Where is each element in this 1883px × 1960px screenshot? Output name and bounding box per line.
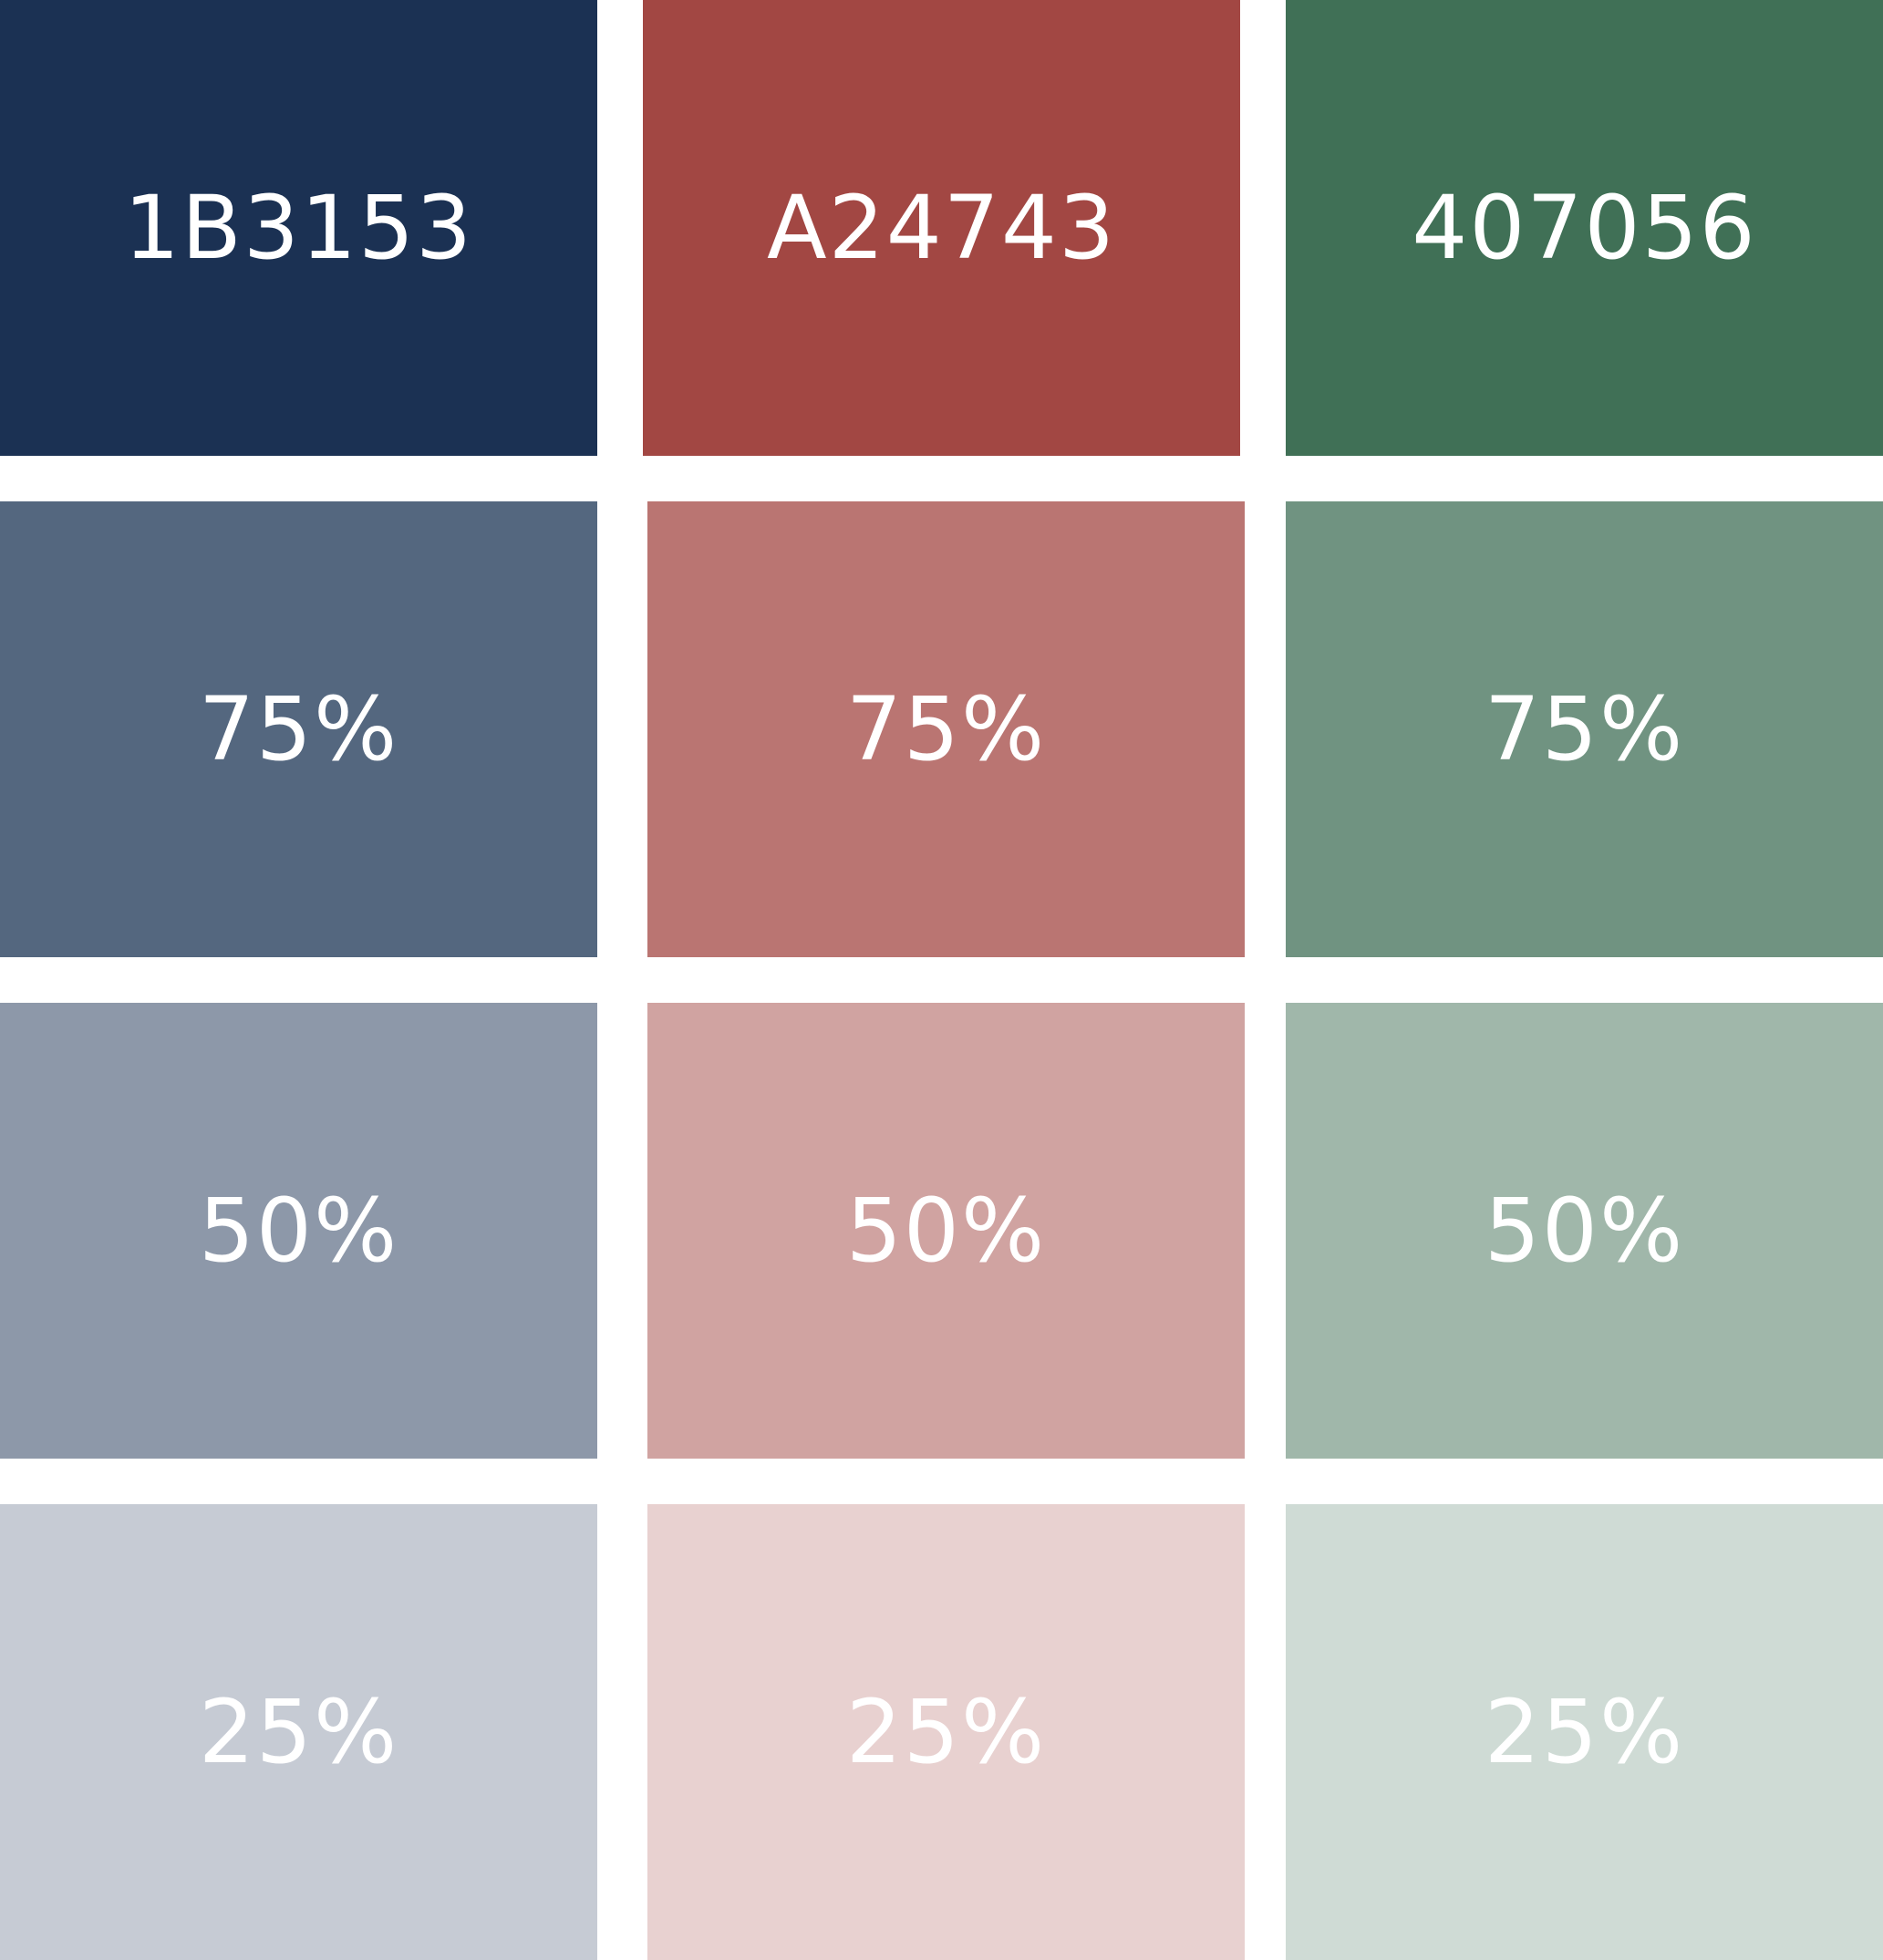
swatch-red-25: 25% bbox=[647, 1504, 1245, 1960]
swatch-label: 407056 bbox=[1412, 177, 1757, 279]
swatch-navy-50: 50% bbox=[0, 1003, 597, 1459]
swatch-green-50: 50% bbox=[1286, 1003, 1883, 1459]
swatch-label: 50% bbox=[198, 1180, 399, 1282]
swatch-label: A24743 bbox=[766, 177, 1117, 279]
swatch-label: 50% bbox=[1484, 1180, 1685, 1282]
swatch-navy-25: 25% bbox=[0, 1504, 597, 1960]
swatch-label: 25% bbox=[1484, 1681, 1685, 1783]
swatch-navy-base: 1B3153 bbox=[0, 0, 597, 456]
swatch-green-25: 25% bbox=[1286, 1504, 1883, 1960]
swatch-navy-75: 75% bbox=[0, 501, 597, 957]
swatch-green-base: 407056 bbox=[1286, 0, 1883, 456]
swatch-red-50: 50% bbox=[647, 1003, 1245, 1459]
swatch-label: 75% bbox=[198, 678, 399, 780]
swatch-red-75: 75% bbox=[647, 501, 1245, 957]
swatch-label: 75% bbox=[1484, 678, 1685, 780]
swatch-label: 1B3153 bbox=[123, 177, 474, 279]
swatch-label: 25% bbox=[845, 1681, 1047, 1783]
swatch-red-base: A24743 bbox=[643, 0, 1240, 456]
swatch-label: 75% bbox=[845, 678, 1047, 780]
swatch-label: 50% bbox=[845, 1180, 1047, 1282]
swatch-label: 25% bbox=[198, 1681, 399, 1783]
swatch-green-75: 75% bbox=[1286, 501, 1883, 957]
